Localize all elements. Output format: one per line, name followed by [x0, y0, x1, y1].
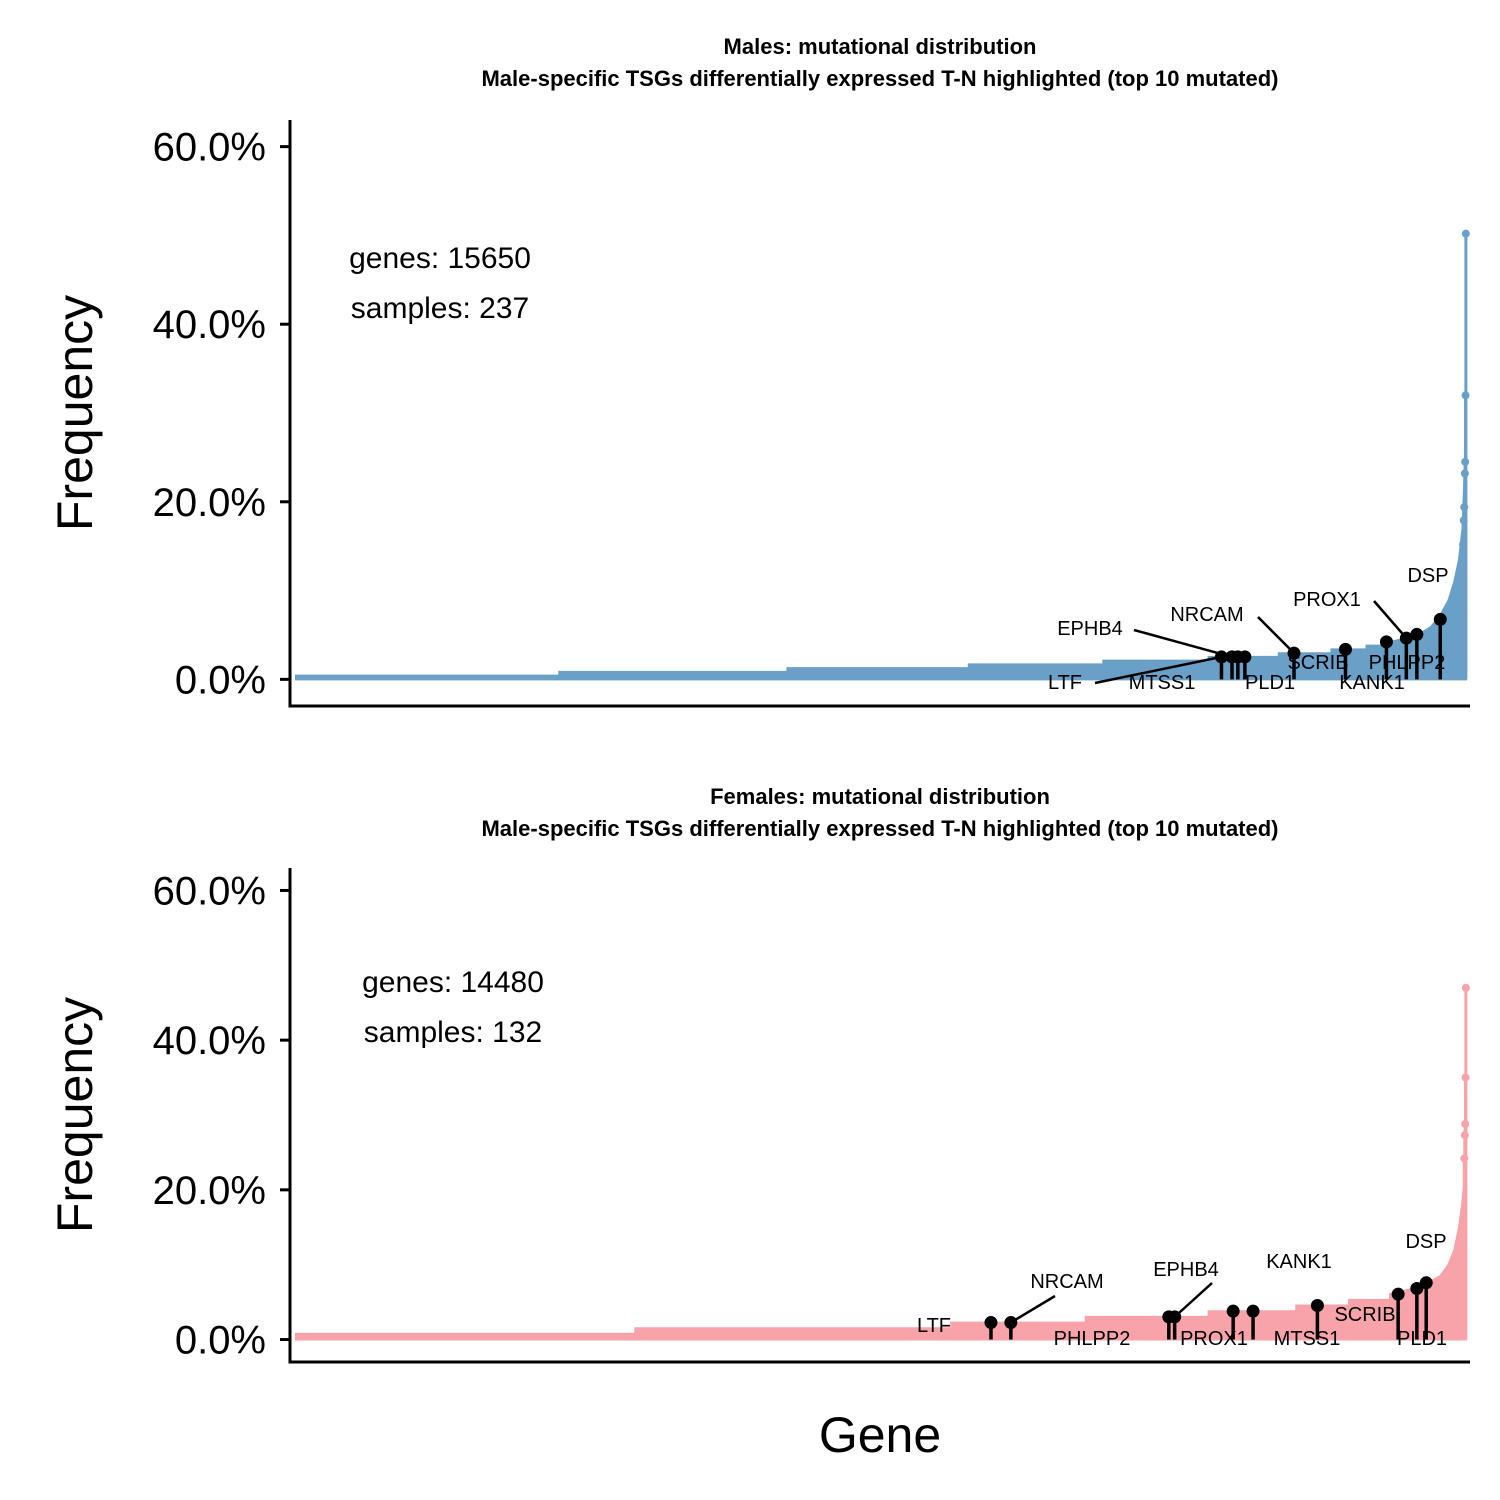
- stats-annotation: samples: 132: [364, 1016, 542, 1049]
- chart-title-line: Male-specific TSGs differentially expres…: [481, 816, 1278, 841]
- top-gene-point: [1460, 1154, 1469, 1163]
- gene-label-connector: [1010, 1294, 1056, 1324]
- gene-label: PLD1: [1397, 1328, 1447, 1350]
- gene-label: KANK1: [1339, 672, 1405, 694]
- gene-label: LTF: [1048, 672, 1082, 694]
- distribution-area: [295, 1158, 1467, 1341]
- gene-label: PLD1: [1245, 672, 1295, 694]
- stats-annotation: genes: 15650: [349, 242, 531, 275]
- gene-point: [1419, 1276, 1433, 1290]
- gene-point: [1310, 1298, 1324, 1312]
- gene-label: NRCAM: [1030, 1271, 1103, 1293]
- gene-label: MTSS1: [1274, 1328, 1341, 1350]
- chart-title-line: Male-specific TSGs differentially expres…: [481, 66, 1278, 91]
- gene-label: PROX1: [1293, 589, 1361, 611]
- x-axis-title: Gene: [819, 1407, 941, 1463]
- gene-point: [1410, 1281, 1424, 1295]
- top-gene-point: [1459, 516, 1468, 525]
- y-axis-title: Frequency: [47, 295, 103, 531]
- y-axis-title: Frequency: [47, 997, 103, 1233]
- y-tick-label: 20.0%: [153, 1169, 266, 1213]
- gene-label: SCRIB: [1334, 1304, 1395, 1326]
- top-gene-point: [1461, 457, 1470, 466]
- gene-point: [1238, 650, 1252, 664]
- y-tick-label: 40.0%: [153, 303, 266, 347]
- gene-point: [1391, 1287, 1405, 1301]
- gene-point: [1226, 1304, 1240, 1318]
- gene-label: DSP: [1407, 565, 1448, 587]
- top-gene-point: [1460, 1131, 1469, 1140]
- stats-annotation: samples: 237: [351, 292, 529, 325]
- gene-label: NRCAM: [1170, 604, 1243, 626]
- y-tick-label: 40.0%: [153, 1019, 266, 1063]
- gene-label: EPHB4: [1057, 618, 1123, 640]
- gene-label: KANK1: [1266, 1251, 1332, 1273]
- gene-label: DSP: [1405, 1231, 1446, 1253]
- gene-label: SCRIB: [1287, 652, 1348, 674]
- chart-title-line: Females: mutational distribution: [710, 784, 1050, 809]
- distribution-area: [295, 396, 1467, 681]
- gene-label-connector: [1173, 1282, 1213, 1318]
- top-gene-point: [1460, 469, 1469, 478]
- top-gene-point: [1461, 1119, 1470, 1128]
- males-panel: Males: mutational distribution Male-speci…: [47, 34, 1470, 708]
- gene-point: [1379, 635, 1393, 649]
- gene-label-connector: [1133, 628, 1233, 659]
- gene-point: [984, 1316, 998, 1330]
- y-tick-label: 60.0%: [153, 869, 266, 913]
- gene-label-connector: [1094, 655, 1222, 685]
- gene-point: [1338, 642, 1352, 656]
- y-tick-label: 60.0%: [153, 126, 266, 170]
- gene-point: [1433, 612, 1447, 626]
- gene-point: [1410, 627, 1424, 641]
- top-gene-point: [1461, 1073, 1470, 1082]
- top-gene-point: [1461, 391, 1470, 400]
- top-gene-point: [1461, 229, 1470, 238]
- y-tick-label: 0.0%: [175, 1319, 266, 1363]
- chart-title-line: Males: mutational distribution: [724, 34, 1037, 59]
- top-gene-point: [1459, 540, 1468, 549]
- y-tick-label: 0.0%: [175, 658, 266, 702]
- gene-point: [1246, 1304, 1260, 1318]
- y-tick-label: 20.0%: [153, 481, 266, 525]
- top-gene-point: [1461, 983, 1470, 992]
- top-gene-point: [1460, 503, 1469, 512]
- gene-label-connector: [1257, 616, 1295, 655]
- females-panel: Females: mutational distribution Male-spe…: [47, 784, 1470, 1463]
- gene-label: MTSS1: [1129, 672, 1196, 694]
- gene-label: EPHB4: [1153, 1259, 1219, 1281]
- stats-annotation: genes: 14480: [362, 966, 544, 999]
- gene-label: PHLPP2: [1054, 1328, 1131, 1350]
- gene-label: PROX1: [1180, 1328, 1248, 1350]
- gene-label-connector: [1373, 600, 1408, 639]
- gene-label: PHLPP2: [1369, 652, 1446, 674]
- gene-label: LTF: [917, 1315, 951, 1337]
